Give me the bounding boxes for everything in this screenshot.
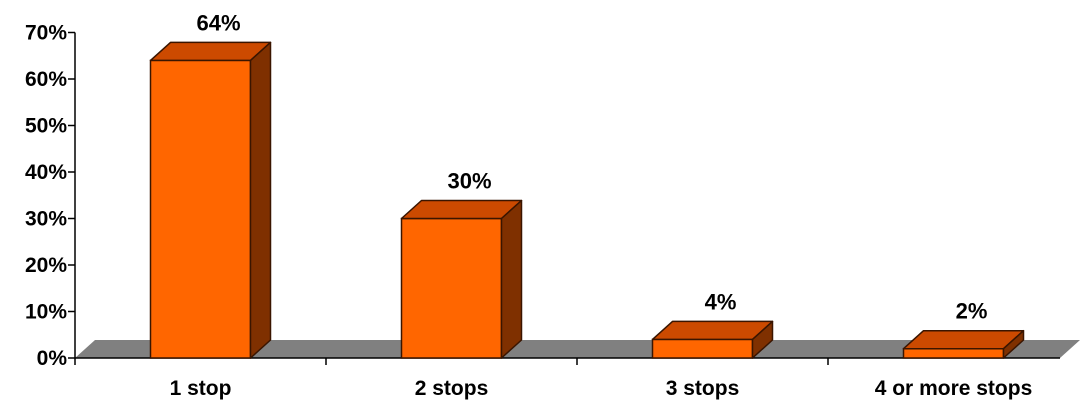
y-tick-label: 50% [25,115,67,138]
data-label: 64% [196,10,240,35]
category-label: 3 stops [666,377,740,400]
bar-front [400,217,503,359]
y-tick-label: 40% [25,161,67,184]
bar-front [149,59,252,359]
y-tick-label: 70% [25,22,67,45]
bar-front [651,338,754,359]
y-tick-label: 30% [25,208,67,231]
bars [149,41,1025,359]
bar-side [1002,329,1025,359]
labels: 64% 1 stop 30% 2 stops 4% 3 stops 2% 4 or more … [170,10,1033,400]
y-tick-label: 0% [37,347,68,370]
category-label: 1 stop [170,377,232,400]
data-label: 4% [705,289,737,314]
bar-front [902,347,1005,359]
bar-side [500,199,523,359]
bar-side [249,41,272,359]
category-label: 4 or more stops [875,377,1033,400]
bar-side [751,320,774,359]
y-tick-label: 20% [25,254,67,277]
y-tick-label: 60% [25,68,67,91]
y-axis: 0% 10% 20% 30% 40% 50% 60% 70% [25,22,1060,370]
chart-floor [75,340,1080,358]
y-tick-label: 10% [25,301,67,324]
data-label: 30% [447,169,491,194]
category-label: 2 stops [415,377,489,400]
bar-3 [651,320,774,359]
bar-1 [149,41,272,359]
bar-4 [902,329,1025,359]
data-label: 2% [956,299,988,324]
bar-2 [400,199,523,359]
floor-plane [75,340,1080,358]
